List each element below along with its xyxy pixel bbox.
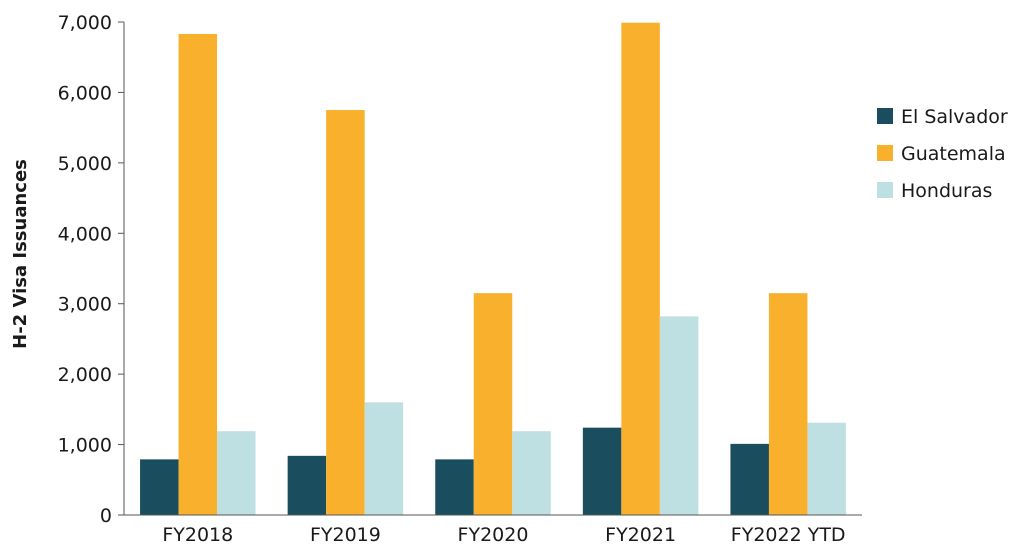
bar-el-salvador	[582, 427, 622, 515]
bar-guatemala	[326, 110, 365, 516]
bar-guatemala	[768, 293, 808, 515]
y-tick-label: 5,000	[58, 153, 112, 175]
y-axis-title: H-2 Visa Issuances	[10, 159, 31, 349]
y-tick-label: 4,000	[58, 223, 112, 245]
bars	[140, 22, 846, 516]
legend-label: Guatemala	[901, 143, 1006, 165]
bar-el-salvador	[730, 443, 769, 515]
bar-honduras	[512, 431, 551, 515]
y-axis-ticks: 0 1,000 2,000 3,000 4,000 5,000 6,000 7,000	[58, 12, 124, 527]
legend-label: El Salvador	[901, 106, 1008, 128]
bar-honduras	[364, 402, 404, 515]
bar-guatemala	[178, 33, 218, 515]
legend-label: Honduras	[901, 180, 992, 202]
bar-el-salvador	[435, 459, 474, 515]
y-tick-label: 7,000	[58, 12, 112, 34]
x-category-label: FY2018	[162, 524, 233, 544]
axes	[123, 22, 862, 516]
bar-honduras	[659, 316, 699, 515]
legend: El Salvador Guatemala Honduras	[877, 106, 1008, 202]
bar-guatemala	[621, 22, 660, 516]
y-tick-label: 3,000	[58, 294, 112, 316]
bar-el-salvador	[287, 455, 327, 515]
legend-swatch	[877, 145, 893, 161]
y-tick-label: 0	[100, 505, 112, 527]
y-tick-label: 1,000	[58, 435, 112, 457]
x-category-label: FY2019	[310, 524, 381, 544]
bar-honduras	[807, 422, 846, 515]
y-axis-title-group: H-2 Visa Issuances	[10, 159, 31, 349]
x-category-label: FY2022 YTD	[731, 524, 846, 544]
bar-guatemala	[473, 293, 513, 515]
x-axis-labels: FY2018 FY2019 FY2020 FY2021 FY2022 YTD	[162, 524, 845, 544]
legend-swatch	[877, 108, 893, 124]
x-category-label: FY2020	[458, 524, 529, 544]
bar-honduras	[217, 431, 256, 515]
legend-swatch	[877, 182, 893, 198]
y-tick-label: 6,000	[58, 82, 112, 104]
y-tick-label: 2,000	[58, 364, 112, 386]
x-category-label: FY2021	[605, 524, 676, 544]
bar-el-salvador	[140, 459, 179, 515]
